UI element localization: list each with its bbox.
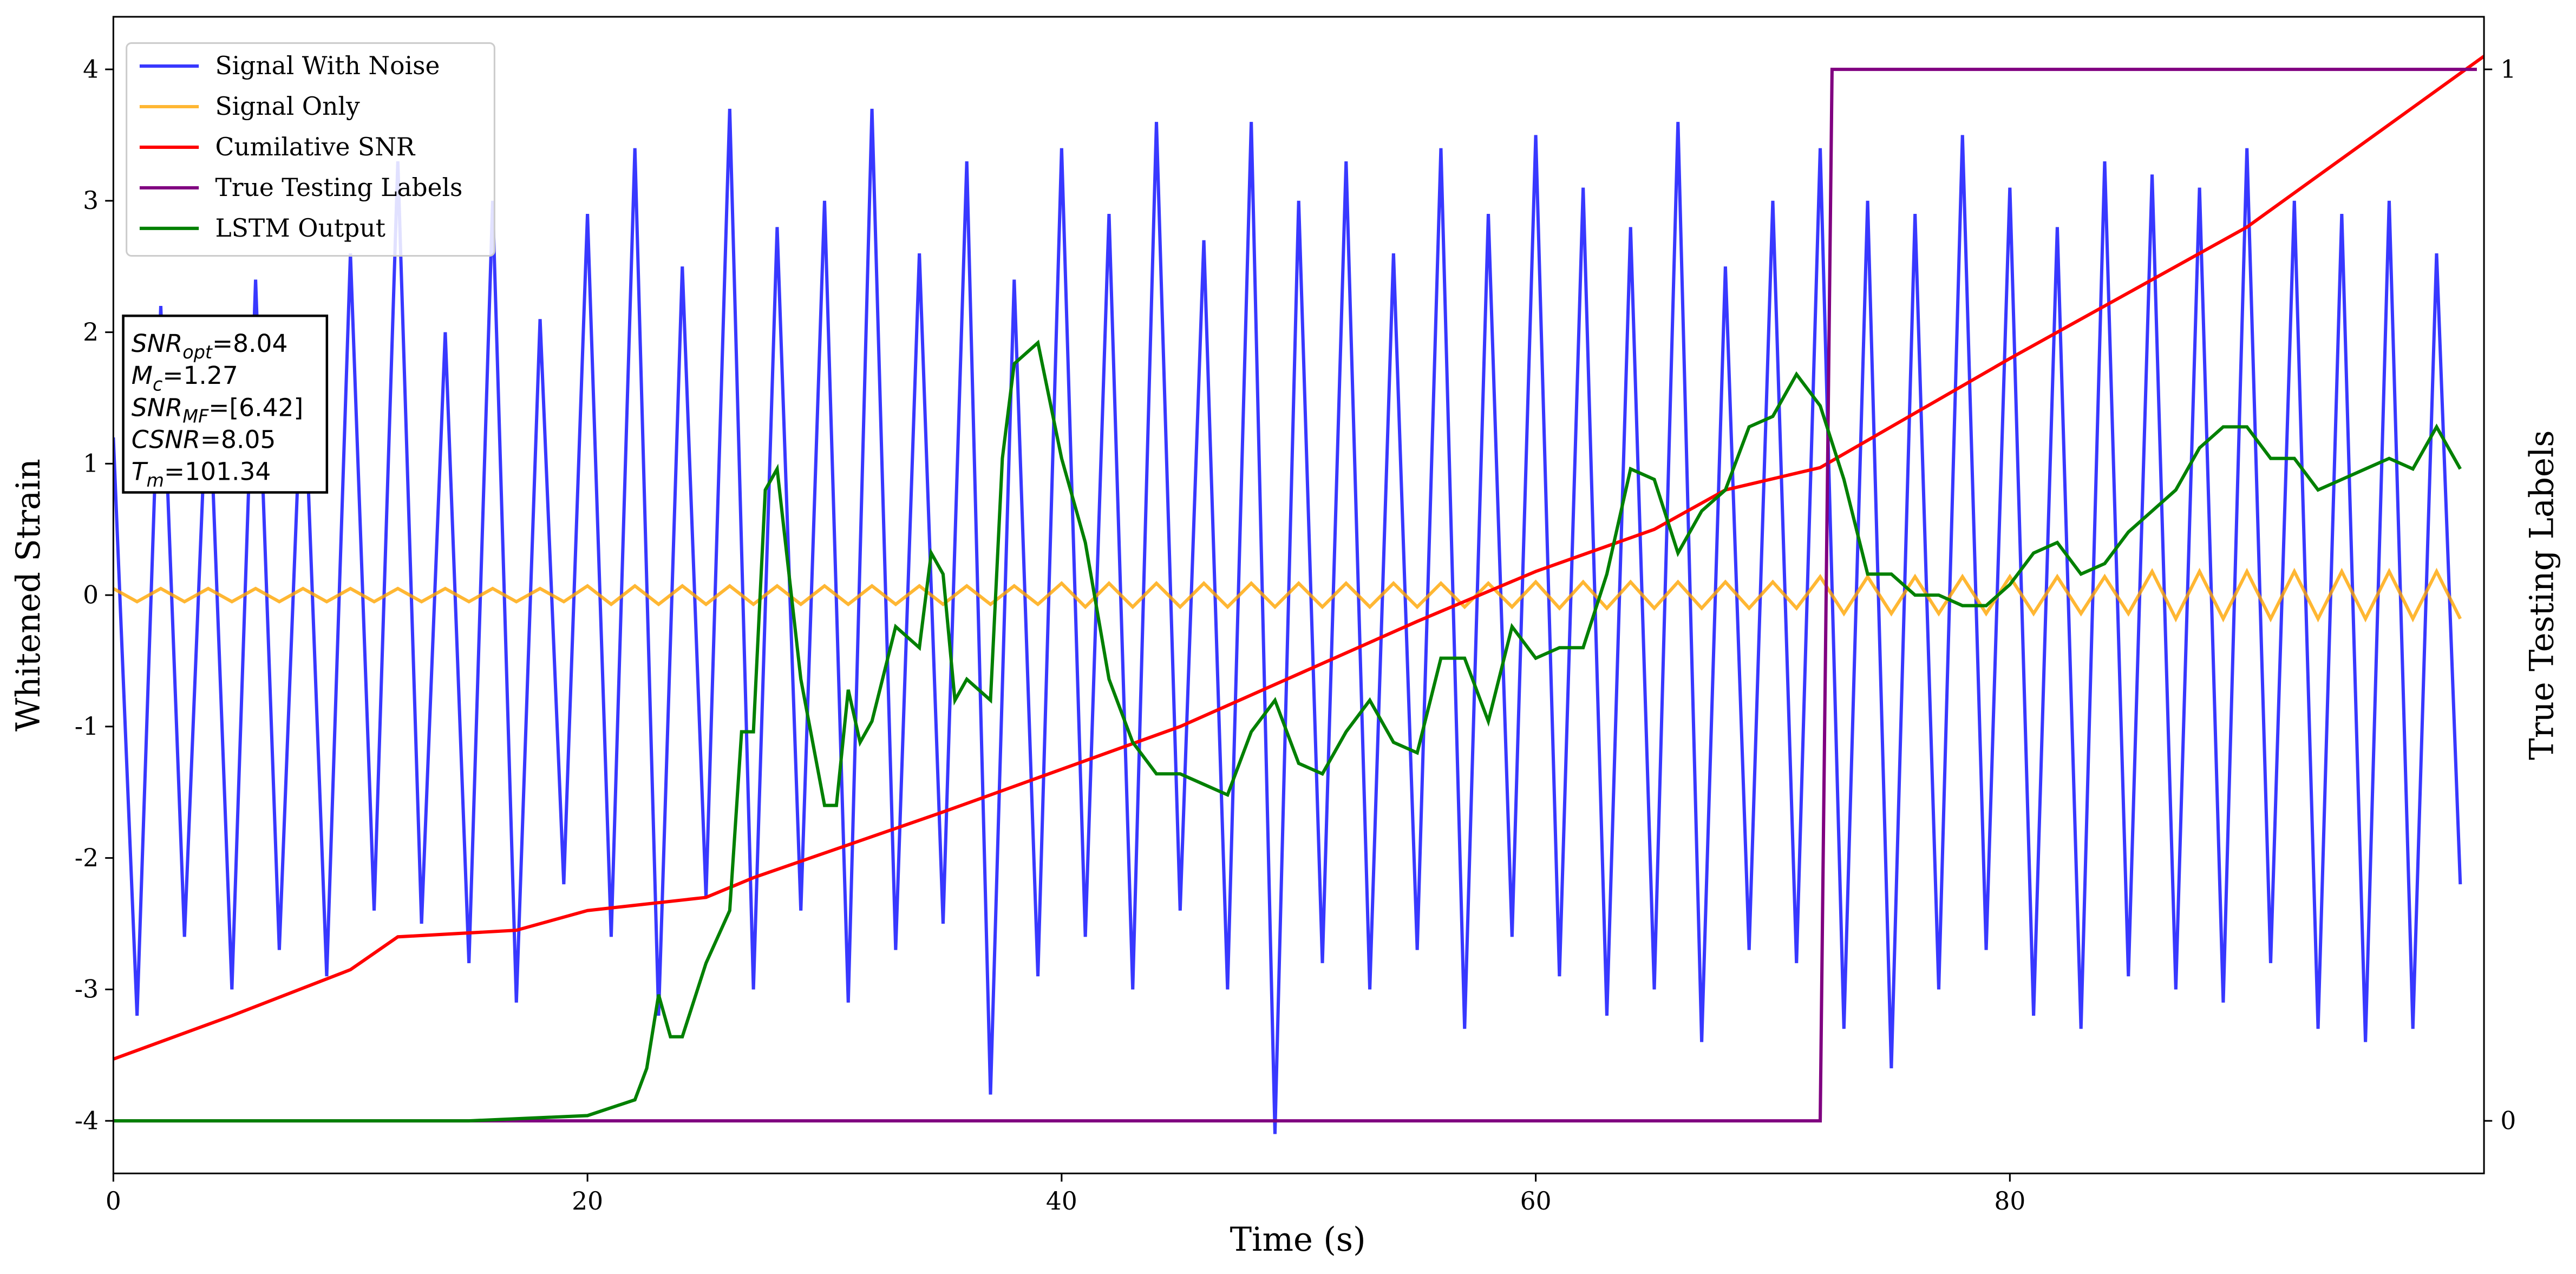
x-tick-label: 80 bbox=[1994, 1187, 2025, 1216]
annotation-line: Tm=101.34 bbox=[132, 458, 271, 491]
y-tick-label: 2 bbox=[83, 318, 99, 347]
annotation-part: =1.27 bbox=[162, 361, 238, 390]
annotation-line: SNRopt=8.04 bbox=[132, 329, 288, 363]
annotation-part: MF bbox=[182, 406, 209, 427]
x-tick-label: 40 bbox=[1046, 1187, 1077, 1216]
x-tick-label: 20 bbox=[572, 1187, 603, 1216]
series-line bbox=[113, 55, 2485, 1061]
annotation-part: m bbox=[147, 470, 165, 491]
annotation-part: c bbox=[153, 374, 162, 395]
x-axis-label: Time (s) bbox=[1230, 1221, 1366, 1259]
series-line bbox=[113, 108, 2462, 1134]
legend-label: Cumilative SNR bbox=[215, 133, 416, 161]
annotation-line: Mc=1.27 bbox=[132, 361, 238, 395]
series-line bbox=[113, 567, 2462, 623]
legend-label: Signal With Noise bbox=[215, 51, 440, 80]
annotation-part: SNR bbox=[132, 329, 183, 358]
y2-axis-label: True Testing Labels bbox=[2523, 430, 2561, 760]
annotation-part: =101.34 bbox=[164, 458, 271, 486]
annotation-part: T bbox=[132, 458, 148, 486]
annotation-box bbox=[122, 314, 329, 494]
legend-label: True Testing Labels bbox=[215, 173, 463, 202]
annotation-part: =8.05 bbox=[200, 426, 276, 454]
annotation-part: =[6.42] bbox=[208, 393, 303, 422]
y-tick-label: -1 bbox=[75, 712, 99, 741]
legend-label: Signal Only bbox=[215, 92, 360, 121]
annotation-part: M bbox=[132, 361, 153, 390]
series-line bbox=[113, 339, 2462, 1123]
annotation-line: SNRMF=[6.42] bbox=[132, 393, 303, 427]
y-tick-label: 0 bbox=[83, 580, 99, 609]
y2-tick-label: 0 bbox=[2500, 1106, 2516, 1135]
y-tick-label: -4 bbox=[75, 1106, 99, 1135]
y-tick-label: 3 bbox=[83, 186, 99, 215]
annotation-part: opt bbox=[182, 342, 213, 363]
annotation-part: SNR bbox=[132, 393, 183, 422]
annotation-line: CSNR=8.05 bbox=[132, 426, 276, 454]
y2-tick-label: 1 bbox=[2500, 55, 2516, 83]
y-tick-label: 4 bbox=[83, 55, 99, 83]
x-tick-label: 0 bbox=[106, 1187, 121, 1216]
y-tick-label: 1 bbox=[83, 449, 99, 478]
annotation-part: =8.04 bbox=[212, 329, 287, 358]
legend-label: LSTM Output bbox=[215, 214, 385, 243]
x-tick-label: 60 bbox=[1520, 1187, 1552, 1216]
y-axis-label: Whitened Strain bbox=[10, 459, 48, 731]
y-tick-label: -3 bbox=[75, 975, 99, 1004]
legend-box bbox=[126, 42, 495, 257]
series-line bbox=[113, 68, 2477, 1123]
annotation-part: CSNR bbox=[132, 426, 200, 454]
y-tick-label: -2 bbox=[75, 844, 99, 872]
